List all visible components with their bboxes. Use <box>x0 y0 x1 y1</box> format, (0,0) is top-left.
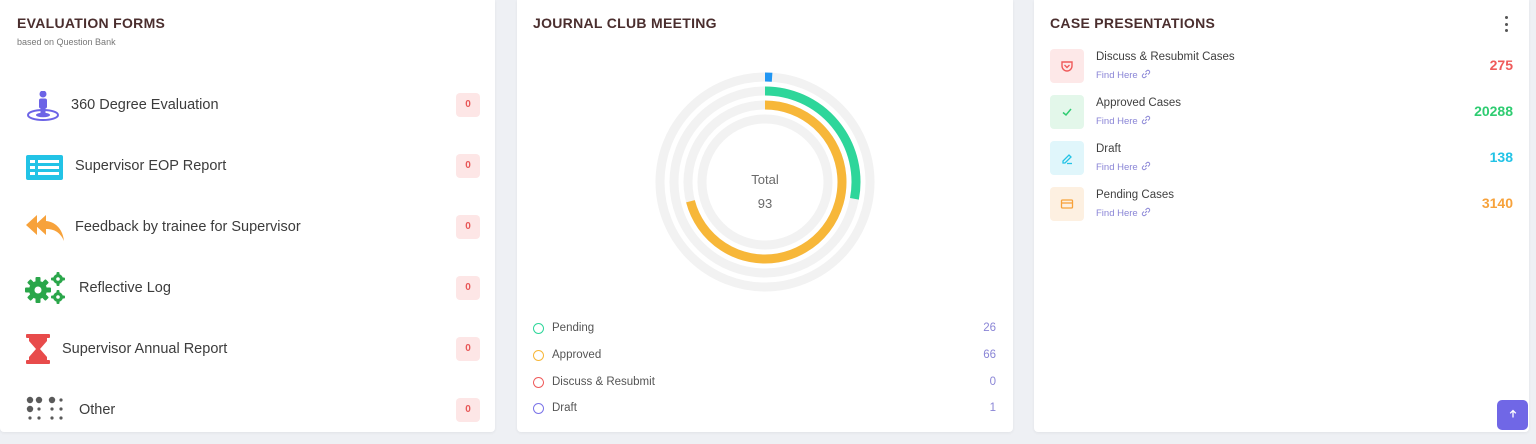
eval-item-supervisor-annual[interactable]: Supervisor Annual Report 0 <box>24 329 480 369</box>
ring-bar-pending[interactable] <box>764 86 861 200</box>
ring-track <box>697 114 833 250</box>
journal-radial-chart <box>655 72 875 292</box>
case-row-discuss-resubmit: Discuss & Resubmit Cases Find Here 275 <box>1050 49 1513 85</box>
legend-marker <box>533 377 544 388</box>
case-presentations-card: CASE PRESENTATIONS Discuss & Resubmit Ca… <box>1034 0 1529 432</box>
link-icon <box>1141 161 1151 174</box>
legend-value: 66 <box>983 349 996 361</box>
hourglass-icon <box>24 334 66 365</box>
find-here-text: Find Here <box>1096 70 1138 81</box>
eval-item-label: Supervisor EOP Report <box>75 158 227 174</box>
ring-bar-approved[interactable] <box>686 100 847 264</box>
eval-item-label: Reflective Log <box>79 280 171 296</box>
legend-label: Draft <box>552 402 577 414</box>
case-presentations-title: CASE PRESENTATIONS <box>1050 15 1216 31</box>
legend-item-pending[interactable]: Pending 26 <box>533 320 996 338</box>
eval-count-badge: 0 <box>456 93 480 117</box>
gears-icon <box>24 272 66 304</box>
eval-item-label: Supervisor Annual Report <box>62 341 228 357</box>
evaluation-forms-title: EVALUATION FORMS <box>17 15 166 31</box>
find-here-text: Find Here <box>1096 116 1138 127</box>
journal-club-card: JOURNAL CLUB MEETING Total 93 Pending 26… <box>517 0 1013 432</box>
eval-item-label: 360 Degree Evaluation <box>71 97 219 113</box>
case-label: Discuss & Resubmit Cases <box>1096 51 1235 63</box>
legend-marker <box>533 403 544 414</box>
evaluation-forms-card: EVALUATION FORMS based on Question Bank … <box>0 0 495 432</box>
more-options-icon[interactable] <box>1501 16 1511 32</box>
find-here-link[interactable]: Find Here <box>1096 115 1151 128</box>
case-count: 20288 <box>1474 103 1513 119</box>
eval-item-360-degree[interactable]: 360 Degree Evaluation 0 <box>24 85 480 125</box>
case-label: Draft <box>1096 143 1121 155</box>
case-row-draft: Draft Find Here 138 <box>1050 141 1513 177</box>
arrow-up-icon <box>1508 406 1518 424</box>
eval-item-other[interactable]: Other 0 <box>24 390 480 430</box>
case-row-approved: Approved Cases Find Here 20288 <box>1050 95 1513 131</box>
newspaper-icon <box>24 152 66 182</box>
reply-all-icon <box>24 213 66 243</box>
link-icon <box>1141 69 1151 82</box>
scroll-to-top-button[interactable] <box>1497 400 1528 430</box>
case-count: 138 <box>1489 149 1513 165</box>
check-icon <box>1050 95 1084 129</box>
legend-label: Approved <box>552 349 602 361</box>
eval-count-badge: 0 <box>456 276 480 300</box>
chart-total-value: 93 <box>757 196 773 211</box>
person-target-icon <box>24 90 66 121</box>
find-here-text: Find Here <box>1096 162 1138 173</box>
pocket-icon <box>1050 49 1084 83</box>
credit-card-icon <box>1050 187 1084 221</box>
eval-item-label: Feedback by trainee for Supervisor <box>75 219 301 235</box>
legend-value: 26 <box>983 322 996 334</box>
case-label: Pending Cases <box>1096 189 1174 201</box>
eval-item-label: Other <box>79 402 116 418</box>
case-count: 275 <box>1489 57 1513 73</box>
legend-label: Pending <box>552 322 595 334</box>
eval-count-badge: 0 <box>456 398 480 422</box>
chart-total-label: Total <box>751 172 779 187</box>
case-label: Approved Cases <box>1096 97 1182 109</box>
link-icon <box>1141 207 1151 220</box>
legend-item-approved[interactable]: Approved 66 <box>533 347 996 365</box>
legend-value: 1 <box>989 402 996 414</box>
eval-count-badge: 0 <box>456 154 480 178</box>
legend-item-draft[interactable]: Draft 1 <box>533 400 996 418</box>
legend-label: Discuss & Resubmit <box>552 376 655 388</box>
eval-count-badge: 0 <box>456 215 480 239</box>
find-here-link[interactable]: Find Here <box>1096 161 1151 174</box>
find-here-link[interactable]: Find Here <box>1096 207 1151 220</box>
pencil-icon <box>1050 141 1084 175</box>
find-here-link[interactable]: Find Here <box>1096 69 1151 82</box>
legend-marker <box>533 323 544 334</box>
legend-marker <box>533 350 544 361</box>
braille-icon <box>24 396 66 426</box>
find-here-text: Find Here <box>1096 208 1138 219</box>
case-count: 3140 <box>1481 195 1513 211</box>
legend-item-discuss-resubmit[interactable]: Discuss & Resubmit 0 <box>533 374 996 392</box>
link-icon <box>1141 115 1151 128</box>
journal-club-title: JOURNAL CLUB MEETING <box>533 15 717 31</box>
eval-item-supervisor-eop[interactable]: Supervisor EOP Report 0 <box>24 146 480 186</box>
eval-item-feedback-trainee[interactable]: Feedback by trainee for Supervisor 0 <box>24 207 480 247</box>
eval-item-reflective-log[interactable]: Reflective Log 0 <box>24 268 480 308</box>
legend-value: 0 <box>989 376 996 388</box>
evaluation-forms-subtitle: based on Question Bank <box>17 37 116 47</box>
eval-count-badge: 0 <box>456 337 480 361</box>
case-row-pending: Pending Cases Find Here 3140 <box>1050 187 1513 223</box>
